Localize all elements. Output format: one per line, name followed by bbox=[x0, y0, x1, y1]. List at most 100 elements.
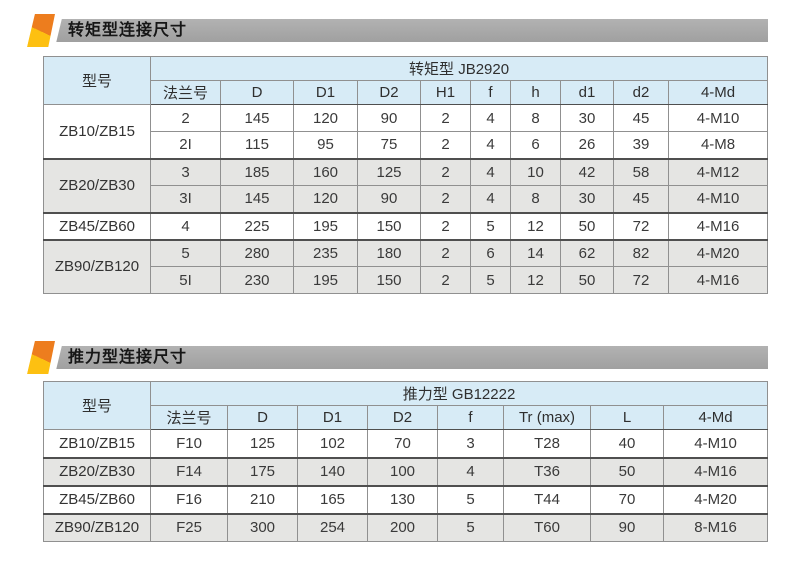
cell-value: 3 bbox=[150, 157, 221, 186]
col-header-7: d1 bbox=[560, 80, 614, 105]
cell-value: 90 bbox=[357, 185, 421, 213]
cell-value: 280 bbox=[220, 238, 294, 267]
cell-value: 12 bbox=[510, 211, 561, 240]
cell-value: 115 bbox=[220, 131, 294, 159]
col-header-3: D2 bbox=[367, 405, 438, 430]
cell-value: 4-M16 bbox=[667, 266, 769, 294]
torque-section-title: 转矩型连接尺寸 bbox=[68, 22, 188, 39]
cell-value: 50 bbox=[590, 456, 664, 486]
cell-value: T36 bbox=[503, 456, 591, 486]
cell-value: 130 bbox=[367, 484, 438, 514]
cell-value: 10 bbox=[510, 157, 561, 186]
cell-value: 175 bbox=[227, 456, 298, 486]
model-cell: ZB20/ZB30 bbox=[43, 157, 151, 213]
cell-value: 5 bbox=[150, 238, 221, 267]
table-row: ZB90/ZB120 F25 300 254 200 5 T60 90 8-M16 bbox=[43, 512, 769, 542]
standard-header: 推力型 GB12222 bbox=[149, 381, 769, 406]
cell-value: 4-M16 bbox=[662, 456, 769, 486]
cell-value: 72 bbox=[613, 211, 669, 240]
cell-value: 300 bbox=[227, 512, 298, 542]
cell-value: 160 bbox=[293, 157, 358, 186]
cell-value: 2 bbox=[150, 104, 221, 132]
col-header-3: D2 bbox=[357, 80, 421, 105]
cell-value: 230 bbox=[220, 266, 294, 294]
cell-value: 185 bbox=[220, 157, 294, 186]
cell-value: 100 bbox=[367, 456, 438, 486]
cell-value: 4-M20 bbox=[662, 484, 769, 514]
cell-value: T44 bbox=[503, 484, 591, 514]
model-cell: ZB90/ZB120 bbox=[43, 238, 151, 294]
col-header-8: d2 bbox=[613, 80, 669, 105]
cell-value: 30 bbox=[560, 104, 614, 132]
cell-value: 50 bbox=[560, 266, 614, 294]
cell-value: 102 bbox=[297, 429, 368, 458]
cell-value: 120 bbox=[293, 185, 358, 213]
col-header-4: H1 bbox=[420, 80, 471, 105]
model-column-header: 型号 bbox=[43, 56, 151, 105]
col-header-0: 法兰号 bbox=[150, 80, 221, 105]
section-spacer bbox=[0, 294, 803, 346]
cell-value: 39 bbox=[613, 131, 669, 159]
model-cell: ZB90/ZB120 bbox=[43, 512, 151, 542]
cell-value: 4-M10 bbox=[667, 185, 769, 213]
cell-value: 8 bbox=[510, 104, 561, 132]
cell-value: 75 bbox=[357, 131, 421, 159]
col-header-7: 4-Md bbox=[662, 405, 769, 430]
cell-value: 4-M12 bbox=[667, 157, 769, 186]
cell-value: 235 bbox=[293, 238, 358, 267]
cell-value: 50 bbox=[560, 211, 614, 240]
cell-value: 4 bbox=[470, 157, 511, 186]
cell-value: F25 bbox=[150, 512, 228, 542]
cell-value: 8 bbox=[510, 185, 561, 213]
cell-value: 165 bbox=[297, 484, 368, 514]
cell-value: 140 bbox=[297, 456, 368, 486]
col-header-9: 4-Md bbox=[667, 80, 769, 105]
table-row: ZB10/ZB15 2 145 120 90 2 4 8 30 45 4-M10 bbox=[43, 104, 769, 159]
table-row: ZB90/ZB120 5 280 235 180 2 6 14 62 82 4-M20 bbox=[43, 238, 769, 294]
cell-value: 72 bbox=[613, 266, 669, 294]
cell-value: 150 bbox=[357, 266, 421, 294]
table-row: ZB20/ZB30 3 185 160 125 2 4 10 42 58 4-M12 bbox=[43, 157, 769, 213]
table-row: 3I 145 120 90 2 4 8 30 45 4-M10 bbox=[44, 185, 769, 213]
cell-value: 70 bbox=[590, 484, 664, 514]
table-row: 5I 230 195 150 2 5 12 50 72 4-M16 bbox=[44, 266, 769, 294]
cell-value: 2 bbox=[420, 131, 471, 159]
cell-value: F14 bbox=[150, 456, 228, 486]
cell-value: 5I bbox=[150, 266, 221, 294]
model-cell: ZB20/ZB30 bbox=[43, 456, 151, 486]
cell-value: 4 bbox=[437, 456, 504, 486]
cell-value: 2 bbox=[420, 238, 471, 267]
model-cell: ZB10/ZB15 bbox=[43, 104, 151, 159]
cell-value: 4 bbox=[470, 185, 511, 213]
model-cell: ZB45/ZB60 bbox=[43, 211, 151, 240]
cell-value: 45 bbox=[613, 104, 669, 132]
col-header-5: f bbox=[470, 80, 511, 105]
cell-value: 90 bbox=[590, 512, 664, 542]
model-cell: ZB45/ZB60 bbox=[43, 484, 151, 514]
cell-value: 4-M10 bbox=[667, 104, 769, 132]
cell-value: 42 bbox=[560, 157, 614, 186]
col-header-4: f bbox=[437, 405, 504, 430]
cell-value: 90 bbox=[357, 104, 421, 132]
cell-value: T60 bbox=[503, 512, 591, 542]
cell-value: 5 bbox=[470, 211, 511, 240]
thrust-section-title: 推力型连接尺寸 bbox=[68, 349, 188, 366]
cell-value: 3I bbox=[150, 185, 221, 213]
cell-value: 145 bbox=[220, 104, 294, 132]
table-row: 2I 115 95 75 2 4 6 26 39 4-M8 bbox=[44, 131, 769, 159]
cell-value: 2 bbox=[420, 104, 471, 132]
cell-value: 95 bbox=[293, 131, 358, 159]
cell-value: 14 bbox=[510, 238, 561, 267]
cell-value: 4-M20 bbox=[667, 238, 769, 267]
col-header-0: 法兰号 bbox=[150, 405, 228, 430]
top-padding bbox=[0, 0, 803, 19]
cell-value: 200 bbox=[367, 512, 438, 542]
table-row: ZB45/ZB60 F16 210 165 130 5 T44 70 4-M20 bbox=[43, 484, 769, 514]
cell-value: 3 bbox=[437, 429, 504, 458]
cell-value: 26 bbox=[560, 131, 614, 159]
table-row: ZB20/ZB30 F14 175 140 100 4 T36 50 4-M16 bbox=[43, 456, 769, 486]
cell-value: 12 bbox=[510, 266, 561, 294]
cell-value: 58 bbox=[613, 157, 669, 186]
model-cell: ZB10/ZB15 bbox=[43, 429, 151, 458]
